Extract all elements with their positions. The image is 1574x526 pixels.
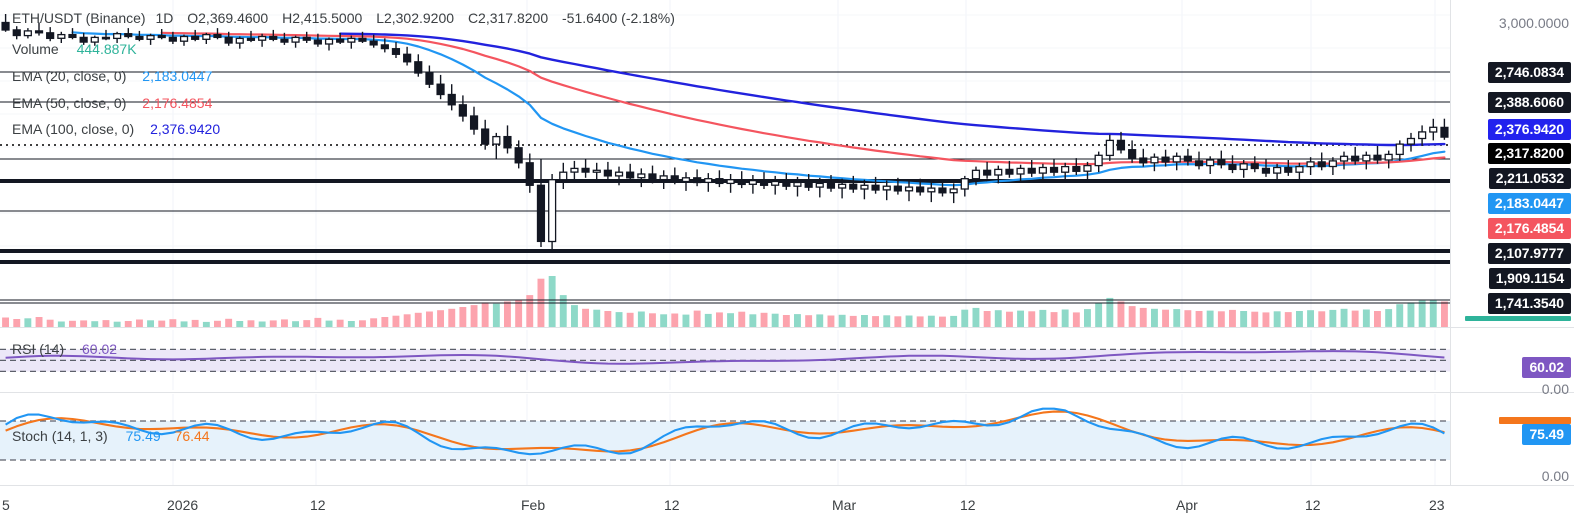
ema20-label: EMA (20, close, 0) [12,68,127,84]
stoch-label: Stoch (14, 1, 3) [12,428,108,444]
rsi-value: 60.02 [82,341,118,357]
volume-axis-tag [1465,316,1571,321]
price-axis[interactable]: 3,000.0000 0.00 0.00 2,746.0834 2,388.6060 2… [1450,0,1574,485]
time-label-7: Apr [1176,497,1198,513]
price-tag-0[interactable]: 2,746.0834 [1487,62,1571,83]
ohlc-high: H2,415.5000 [282,10,363,26]
stoch-plot [0,394,1450,485]
price-tag-7[interactable]: 2,107.9777 [1487,243,1571,264]
ema20-legend[interactable]: EMA (20, close, 0) 2,183.0447 [12,68,212,84]
ema50-legend[interactable]: EMA (50, close, 0) 2,176.4854 [12,95,212,111]
ema50-value: 2,176.4854 [142,95,213,111]
price-tick-0: 3,000.0000 [1498,15,1569,31]
price-pane[interactable] [0,0,1450,327]
symbol-legend[interactable]: ETH/USDT (Binance) 1D O2,369.4600 H2,415… [12,10,675,26]
stoch-zero-tick: 0.00 [1541,468,1569,484]
stoch-d-axis-tag [1499,417,1571,424]
price-tag-6[interactable]: 2,176.4854 [1487,218,1571,239]
price-tag-1[interactable]: 2,388.6060 [1487,92,1571,113]
price-tag-5[interactable]: 2,183.0447 [1487,193,1571,214]
rsi-pane[interactable] [0,330,1450,390]
volume-label: Volume [12,41,59,57]
time-label-9: 23 [1429,497,1445,513]
time-label-8: 12 [1305,497,1321,513]
interval-label: 1D [155,10,174,26]
ohlc-change: -51.6400 (-2.18%) [562,10,675,26]
time-axis[interactable]: 5 2026 12 Feb 12 Mar 12 Apr 12 23 [0,485,1574,526]
ema100-value: 2,376.9420 [150,121,221,137]
ohlc-open: O2,369.4600 [187,10,269,26]
time-label-4: 12 [664,497,680,513]
volume-value: 444.887K [76,41,137,57]
ema100-legend[interactable]: EMA (100, close, 0) 2,376.9420 [12,121,220,137]
rsi-zero-tick: 0.00 [1541,381,1569,397]
time-label-0: 5 [2,497,10,513]
time-label-6: 12 [960,497,976,513]
stoch-legend[interactable]: Stoch (14, 1, 3) 75.49 76.44 [12,428,210,444]
time-label-5: Mar [832,497,857,513]
volume-legend[interactable]: Volume 444.887K [12,41,137,57]
axis-divider-1 [1451,327,1574,328]
time-label-3: Feb [521,497,546,513]
stoch-d-value: 76.44 [174,428,210,444]
price-tag-9[interactable]: 1,741.3540 [1487,293,1571,314]
ohlc-close: C2,317.8200 [467,10,549,26]
price-tag-2[interactable]: 2,376.9420 [1487,119,1571,140]
pane-divider-volume-rsi [0,327,1574,328]
ohlc-low: L2,302.9200 [376,10,455,26]
stoch-pane[interactable] [0,394,1450,485]
stoch-axis-tag[interactable]: 75.49 [1522,424,1571,445]
stoch-k-value: 75.49 [125,428,161,444]
ema100-label: EMA (100, close, 0) [12,121,135,137]
pane-divider-rsi-stoch [0,392,1574,393]
rsi-legend[interactable]: RSI (14) 60.02 [12,341,117,357]
axis-divider-2 [1451,392,1574,393]
rsi-plot [0,330,1450,390]
rsi-axis-tag[interactable]: 60.02 [1522,357,1571,378]
price-tag-8[interactable]: 1,909.1154 [1488,268,1571,289]
rsi-label: RSI (14) [12,341,65,357]
time-label-2: 12 [310,497,326,513]
price-tag-4[interactable]: 2,211.0532 [1488,168,1571,189]
time-label-1: 2026 [167,497,199,513]
price-plot [0,0,1450,327]
symbol-name: ETH/USDT (Binance) [12,10,146,26]
price-tag-3[interactable]: 2,317.8200 [1487,143,1571,164]
ema20-value: 2,183.0447 [142,68,213,84]
ema50-label: EMA (50, close, 0) [12,95,127,111]
